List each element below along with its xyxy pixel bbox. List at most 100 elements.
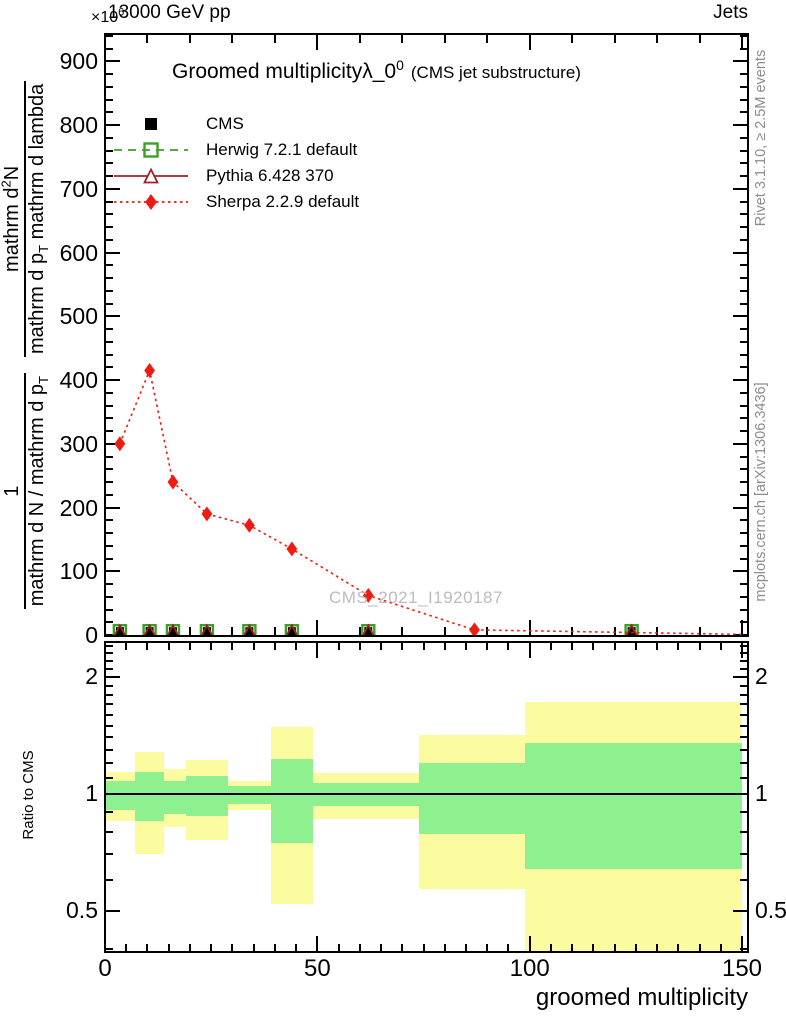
axis-tick (529, 620, 531, 635)
axis-tick (106, 175, 113, 177)
axis-tick (740, 417, 747, 419)
axis-tick (733, 379, 747, 381)
axis-tick (656, 643, 658, 650)
axis-tick (740, 777, 747, 779)
axis-tick (106, 137, 113, 139)
axis-tick (740, 519, 747, 521)
axis-tick (740, 558, 747, 560)
axis-tick (106, 315, 120, 317)
axis-tick (465, 643, 467, 650)
fraction1-numerator: 1 (1, 485, 23, 497)
axis-tick (740, 703, 747, 705)
axis-tick (106, 379, 120, 381)
axis-tick (740, 430, 747, 432)
axis-tick (529, 35, 531, 50)
axis-tick (740, 736, 747, 738)
axis-tick (106, 609, 113, 611)
axis-tick (106, 645, 113, 647)
axis-tick (740, 694, 747, 696)
cms-marker-icon (114, 114, 188, 134)
ratio-uncertainty-band-green (525, 743, 742, 870)
main-y-tick-label: 0 (85, 622, 98, 648)
axis-tick (106, 879, 113, 881)
ratio-y-tick-label-right: 0.5 (755, 897, 786, 923)
ratio-y-tick-label: 0.5 (66, 897, 98, 923)
mcplots-arxiv-note: mcplots.cern.ch [arXiv:1306.3436] (753, 382, 769, 602)
legend-label: CMS (206, 114, 244, 133)
axis-tick (740, 685, 747, 687)
axis-tick (106, 290, 113, 292)
axis-tick (740, 111, 747, 113)
axis-tick (740, 341, 747, 343)
axis-tick (592, 944, 594, 951)
axis-tick (274, 643, 276, 650)
axis-tick (614, 944, 616, 951)
axis-tick (423, 643, 425, 650)
axis-tick (740, 213, 747, 215)
x-tick-label: 100 (509, 955, 550, 982)
axis-tick (740, 749, 747, 751)
axis-tick (656, 627, 658, 635)
axis-tick (740, 583, 747, 585)
axis-tick (274, 627, 276, 635)
axis-tick (401, 627, 403, 635)
ratio-y-axis-label: Ratio to CMS (20, 750, 37, 840)
axis-tick (106, 366, 113, 368)
axis-tick (106, 570, 120, 572)
axis-tick (316, 936, 318, 951)
main-y-tick-label: 800 (59, 112, 98, 138)
axis-tick (571, 643, 573, 650)
axis-tick (106, 811, 113, 813)
axis-tick (316, 35, 318, 50)
axis-tick (168, 944, 170, 951)
rivet-version-note: Rivet 3.1.10, ≥ 2.5M events (753, 49, 769, 227)
axis-tick (106, 60, 120, 62)
axis-tick (740, 366, 747, 368)
axis-tick (507, 643, 509, 650)
axis-tick (741, 936, 743, 951)
axis-tick (720, 643, 722, 650)
axis-tick (231, 944, 233, 951)
axis-tick (740, 264, 747, 266)
axis-tick (740, 948, 747, 950)
axis-tick (486, 944, 488, 951)
axis-tick (444, 627, 446, 635)
axis-tick (338, 643, 340, 650)
main-series-layer (112, 362, 743, 635)
axis-tick (740, 150, 747, 152)
x-tick-label: 150 (721, 955, 763, 982)
axis-tick (106, 341, 113, 343)
ratio-plot-panel (104, 641, 749, 953)
axis-tick (106, 714, 113, 716)
main-y-tick-label: 200 (59, 494, 98, 521)
axis-tick (740, 468, 747, 470)
axis-tick (740, 714, 747, 716)
axis-tick (146, 35, 148, 43)
plot-title: Groomed multiplicityλ_00 (CMS jet substru… (172, 58, 581, 84)
axis-tick (106, 777, 113, 779)
axis-tick (106, 99, 113, 101)
axis-tick (677, 944, 679, 951)
axis-tick (295, 643, 297, 650)
axis-tick (106, 392, 113, 394)
axis-tick (740, 660, 747, 662)
axis-tick (444, 643, 446, 650)
axis-tick (740, 86, 747, 88)
axis-tick (106, 111, 113, 113)
axis-tick (614, 627, 616, 635)
axis-tick (106, 417, 113, 419)
main-y-tick-label: 600 (59, 239, 98, 266)
axis-tick (106, 150, 113, 152)
ratio-uncertainty-band-green (228, 785, 271, 805)
axis-tick (740, 303, 747, 305)
main-y-tick-label: 500 (59, 303, 98, 330)
axis-tick (231, 35, 233, 43)
axis-tick (741, 620, 743, 635)
legend: CMS Herwig 7.2.1 default Pythia 6.428 37… (114, 111, 359, 215)
ratio-uncertainty-band-green (164, 781, 186, 814)
axis-tick (146, 944, 148, 951)
axis-tick (106, 35, 113, 37)
axis-tick (486, 627, 488, 635)
axis-tick (168, 643, 170, 650)
axis-tick (699, 35, 701, 43)
